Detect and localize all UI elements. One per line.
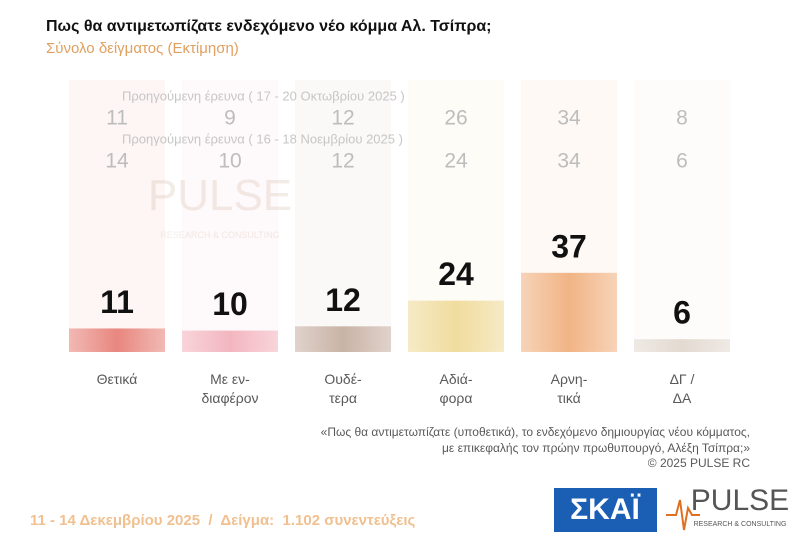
column-bg xyxy=(182,80,278,350)
value-label: 6 xyxy=(673,295,691,331)
previous-value: 6 xyxy=(676,150,688,173)
column-bg xyxy=(634,80,730,350)
value-label: 24 xyxy=(438,256,474,292)
previous-value: 34 xyxy=(557,107,581,130)
pulse-logo: PULSE xyxy=(691,484,789,517)
title: Πως θα αντιμετωπίζατε ενδεχόμενο νέο κόμ… xyxy=(46,18,492,35)
subtitle: Σύνολο δείγματος (Εκτίμηση) xyxy=(46,40,239,57)
pulse-logo-line xyxy=(666,499,700,531)
category-label: ΔΓ / ΔΑ xyxy=(669,371,695,406)
watermark: PULSE xyxy=(148,171,292,220)
previous-value: 24 xyxy=(444,150,468,173)
previous-value: 8 xyxy=(676,107,688,130)
skai-logo-text: ΣΚΑΪ xyxy=(570,493,640,526)
question-note: «Πως θα αντιμετωπίζατε (υποθετικά), το ε… xyxy=(320,425,750,455)
watermark-sub: RESEARCH & CONSULTING xyxy=(160,230,279,240)
column-bg xyxy=(295,80,391,350)
value-label: 11 xyxy=(100,284,134,320)
previous-label: Προηγούμενη έρευνα ( 17 - 20 Οκτωβρίου 2… xyxy=(122,88,405,103)
previous-label: Προηγούμενη έρευνα ( 16 - 18 Νοεμβρίου 2… xyxy=(122,131,403,146)
previous-value: 26 xyxy=(444,107,467,130)
value-label: 10 xyxy=(212,286,248,322)
category-label: Αρνη- τικά xyxy=(550,371,588,406)
category-label: Θετικά xyxy=(96,371,138,387)
value-label: 12 xyxy=(325,282,361,318)
previous-value: 12 xyxy=(331,107,354,130)
column-bg xyxy=(69,80,165,350)
bar xyxy=(182,330,278,352)
pulse-logo-sub: RESEARCH & CONSULTING xyxy=(694,521,787,528)
bar xyxy=(408,300,504,352)
previous-value: 34 xyxy=(557,150,581,173)
skai-logo xyxy=(554,488,657,532)
value-label: 37 xyxy=(551,228,587,264)
category-label: Ουδέ- τερα xyxy=(324,371,362,406)
previous-value: 11 xyxy=(106,107,128,130)
bar xyxy=(69,328,165,352)
footer: 11 - 14 Δεκεμβρίου 2025 / Δείγμα: 1.102 … xyxy=(30,512,416,529)
previous-value: 12 xyxy=(331,150,354,173)
bar xyxy=(295,326,391,352)
previous-value: 14 xyxy=(105,150,129,173)
category-label: Αδιά- φορα xyxy=(439,371,473,406)
category-label: Με εν- διαφέρον xyxy=(201,371,259,406)
previous-value: 10 xyxy=(218,150,241,173)
bar xyxy=(521,272,617,352)
copyright: © 2025 PULSE RC xyxy=(647,456,750,470)
bar xyxy=(634,339,730,352)
previous-value: 9 xyxy=(224,107,236,130)
